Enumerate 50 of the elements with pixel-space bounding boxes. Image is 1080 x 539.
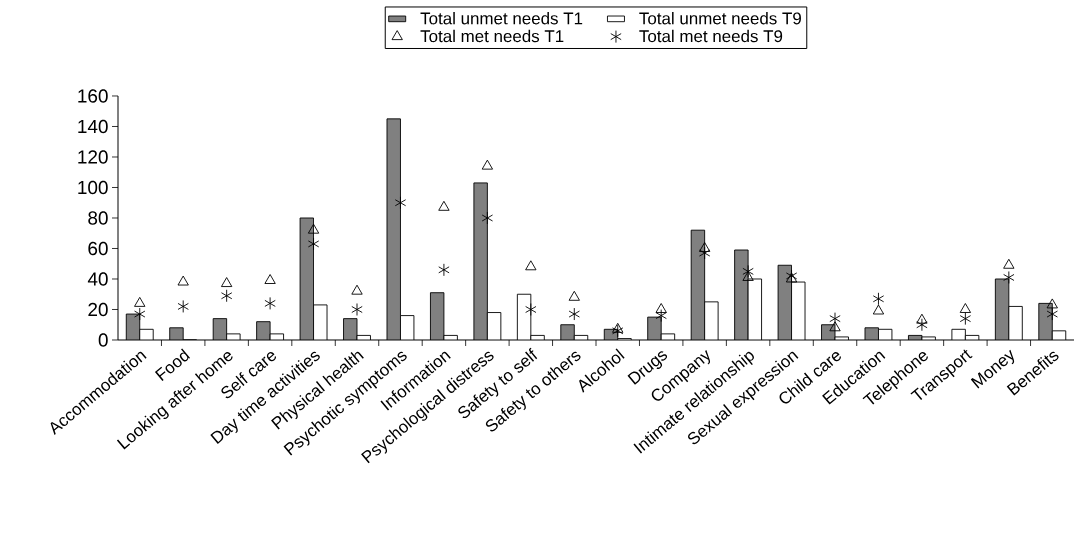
point	[481, 211, 494, 225]
point	[959, 303, 972, 313]
point	[742, 264, 754, 278]
point	[525, 303, 537, 316]
y-tick-label: 120	[78, 150, 108, 164]
point	[612, 324, 624, 338]
point	[134, 296, 146, 307]
point	[438, 263, 450, 277]
point	[742, 271, 754, 281]
point	[612, 322, 624, 333]
point	[1046, 298, 1058, 309]
point	[959, 312, 972, 326]
point	[699, 242, 711, 252]
point	[264, 296, 276, 310]
point	[351, 303, 363, 316]
point	[916, 313, 928, 324]
point	[568, 290, 580, 301]
point	[916, 318, 928, 332]
point	[1003, 271, 1015, 284]
y-tick-label: 40	[87, 272, 108, 286]
point	[307, 223, 320, 234]
point	[699, 246, 711, 260]
y-tick-label: 20	[88, 302, 108, 317]
point	[655, 303, 667, 313]
y-tick-label: 100	[78, 180, 108, 195]
y-tick-label: 0	[98, 333, 108, 347]
point	[568, 307, 580, 321]
y-tick-label: 160	[78, 89, 108, 103]
y-tick-label: 140	[78, 119, 108, 134]
point	[307, 237, 320, 251]
legend-label: Total unmet needs T1	[420, 11, 583, 25]
point	[1046, 307, 1058, 321]
point	[351, 284, 363, 295]
y-tick-label: 60	[88, 241, 108, 256]
point	[177, 299, 189, 313]
point	[134, 307, 146, 321]
point	[221, 277, 233, 288]
point	[221, 289, 233, 303]
point	[177, 275, 189, 286]
point	[438, 200, 450, 211]
point	[1003, 258, 1015, 269]
point	[264, 274, 276, 284]
point	[481, 159, 494, 170]
point	[655, 309, 667, 323]
legend-label: Total met needs T1	[420, 29, 564, 43]
legend-label: Total met needs T9	[639, 29, 783, 43]
legend-label: Total unmet needs T9	[639, 11, 801, 25]
y-tick-label: 80	[88, 211, 108, 225]
point	[525, 260, 537, 271]
point	[394, 196, 407, 210]
